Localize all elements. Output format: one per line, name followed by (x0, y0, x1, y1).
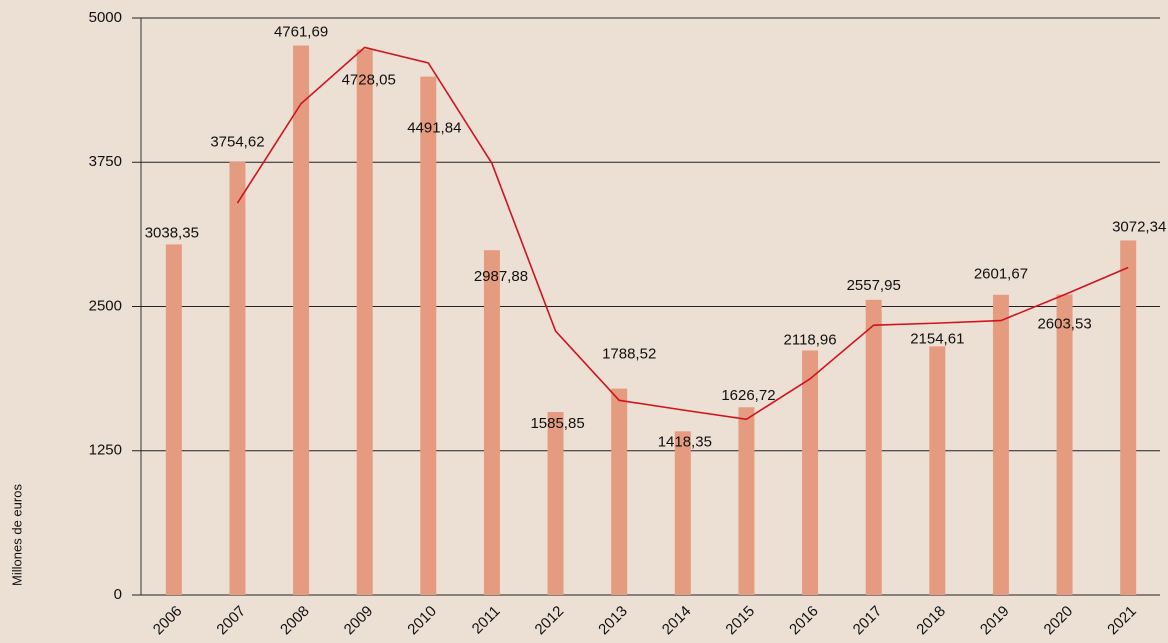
data-label: 2118,96 (784, 331, 837, 348)
data-label: 1418,35 (658, 433, 712, 450)
data-label: 3038,35 (145, 224, 199, 241)
bar (547, 411, 564, 595)
y-tick-label: 0 (114, 586, 122, 603)
y-axis-label: Millones de euros (9, 484, 24, 586)
data-label: 2603,53 (1037, 316, 1091, 333)
bar (992, 294, 1009, 595)
bar (293, 45, 310, 595)
bar (420, 76, 437, 595)
data-label: 4728,05 (342, 71, 396, 88)
data-label: 3754,62 (210, 134, 264, 151)
bar (165, 244, 182, 596)
bar (483, 250, 500, 595)
data-label: 3072,34 (1112, 218, 1166, 235)
y-tick-label: 3750 (89, 153, 122, 170)
bar (1120, 240, 1137, 595)
y-tick-label: 2500 (89, 297, 122, 314)
line (236, 46, 1129, 421)
bar (229, 161, 246, 595)
bar (802, 350, 819, 595)
data-label: 2987,88 (474, 268, 528, 285)
bar (738, 407, 755, 595)
data-label: 2154,61 (910, 330, 964, 347)
bar (929, 346, 946, 595)
bar (674, 431, 691, 595)
data-label: 2601,67 (974, 266, 1028, 283)
bar (356, 49, 373, 595)
y-tick-label: 1250 (89, 442, 122, 459)
bar (865, 299, 882, 595)
data-label: 4491,84 (407, 120, 461, 137)
data-label: 1585,85 (530, 415, 584, 432)
data-label: 1788,52 (602, 346, 656, 363)
bar (1056, 294, 1073, 595)
data-label: 4761,69 (274, 23, 328, 40)
bar (611, 388, 628, 595)
data-label: 2557,95 (847, 277, 901, 294)
data-label: 1626,72 (721, 387, 775, 404)
y-tick-label: 5000 (89, 9, 122, 26)
